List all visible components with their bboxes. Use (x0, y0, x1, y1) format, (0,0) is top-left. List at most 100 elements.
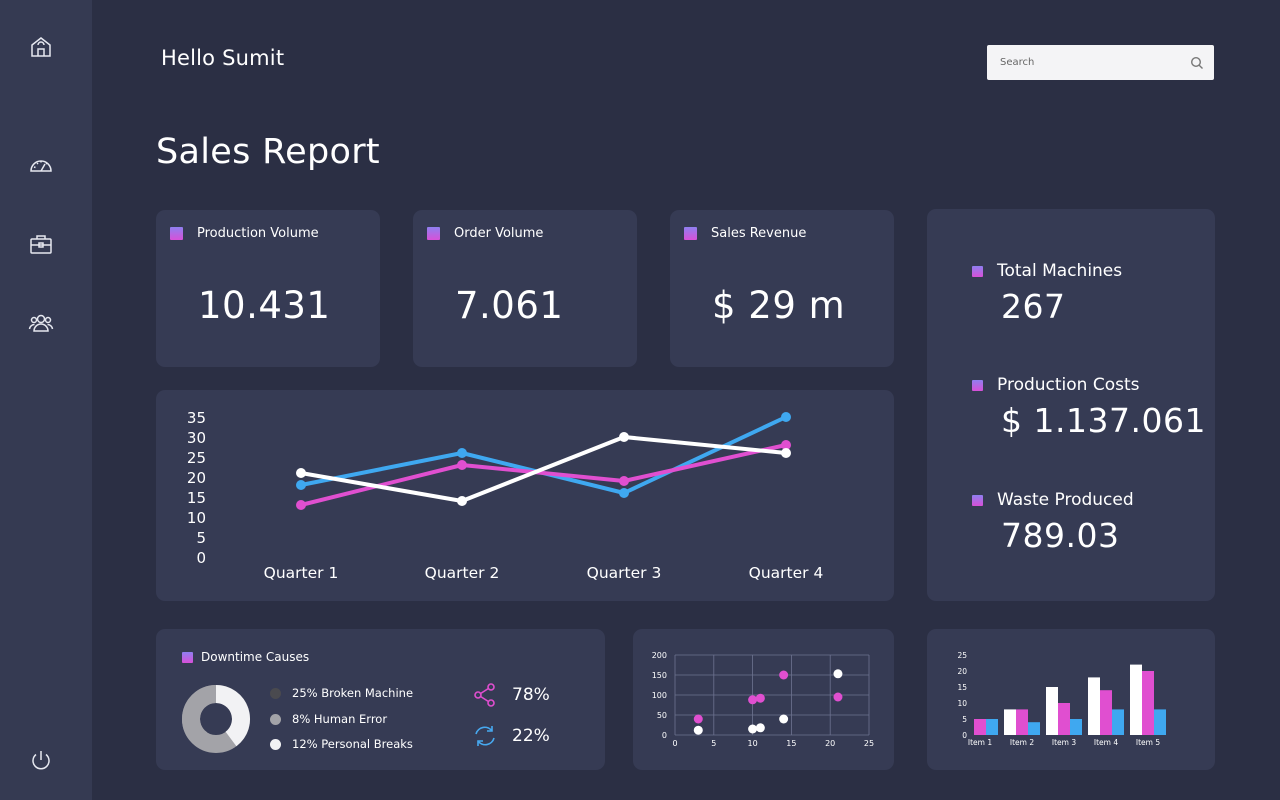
x-tick-label: 10 (748, 739, 758, 748)
kpi-label: Order Volume (454, 226, 544, 241)
bar (1028, 722, 1040, 735)
scatter-point (779, 670, 789, 680)
data-point (457, 460, 467, 470)
users-icon[interactable] (28, 310, 54, 336)
bar (1112, 709, 1124, 735)
search-box[interactable] (987, 45, 1214, 80)
bar (1070, 719, 1082, 735)
legend-item: 12% Personal Breaks (270, 737, 413, 751)
donut-chart (182, 685, 250, 753)
x-tick-label: Item 1 (968, 738, 992, 747)
scatter-point (748, 724, 758, 734)
kpi-card-production-volume: Production Volume 10.431 (156, 210, 380, 367)
kpi-card-sales-revenue: Sales Revenue $ 29 m (670, 210, 894, 367)
x-tick-label: Item 2 (1010, 738, 1034, 747)
bar (1016, 709, 1028, 735)
legend-label: 8% Human Error (292, 712, 388, 726)
y-tick-label: 30 (187, 429, 206, 447)
series-line-1 (300, 443, 787, 507)
bullet-icon (972, 265, 983, 277)
x-tick-label: 20 (825, 739, 835, 748)
bar (1088, 677, 1100, 735)
series-line-2 (300, 435, 787, 503)
scatter-point (748, 695, 758, 705)
scatter-chart: 0 5 10 15 20 25 0 50 100 150 200 (652, 651, 874, 748)
legend-item: 8% Human Error (270, 712, 387, 726)
y-tick-label: 50 (657, 711, 667, 720)
y-tick-label: 10 (187, 509, 206, 527)
scatter-point (833, 692, 843, 702)
bar (974, 719, 986, 735)
bar-chart-card: 0 5 10 15 20 25 Item 1 Item 2 Item 3 Item 4 Item 5 (927, 629, 1215, 770)
share-value: 78% (512, 685, 550, 705)
line-chart-card: 0 5 10 15 20 25 30 35 Quarter 1 Quarter 2 Quarter … (156, 390, 894, 601)
scatter-point (779, 714, 789, 724)
downtime-card: Downtime Causes 25% Broken Machine 8% Hu… (156, 629, 605, 770)
donut-slice (182, 685, 217, 748)
stat-label: Production Costs (997, 375, 1140, 395)
sidebar (0, 0, 92, 800)
y-tick-label: 5 (196, 529, 206, 547)
scatter-point (693, 714, 703, 724)
x-tick-label: Quarter 3 (587, 564, 662, 582)
bullet-icon (972, 494, 983, 506)
search-icon[interactable] (1190, 56, 1204, 70)
bullet-icon (182, 651, 193, 663)
search-input[interactable] (1000, 57, 1190, 68)
stat-total-machines: Total Machines 267 (972, 261, 1123, 326)
bar (986, 719, 998, 735)
x-tick-label: Item 3 (1052, 738, 1076, 747)
y-tick-label: 20 (957, 667, 967, 676)
y-tick-label: 100 (652, 691, 667, 700)
legend-dot (270, 713, 281, 725)
bullet-icon (170, 227, 183, 240)
data-point (619, 488, 629, 498)
y-tick-label: 0 (196, 549, 206, 567)
y-tick-label: 25 (957, 651, 967, 660)
y-tick-label: 25 (187, 449, 206, 467)
data-point (457, 448, 467, 458)
scatter-point (833, 669, 843, 679)
stat-label: Total Machines (997, 261, 1123, 281)
share-stat: 78% (472, 682, 550, 708)
greeting: Hello Sumit (161, 46, 285, 70)
bar (1154, 709, 1166, 735)
data-point (781, 440, 791, 450)
scatter-point (755, 693, 765, 703)
scatter-chart-card: 0 5 10 15 20 25 0 50 100 150 200 (633, 629, 894, 770)
kpi-label: Production Volume (197, 226, 319, 241)
bar (1004, 709, 1016, 735)
data-point (781, 448, 791, 458)
kpi-label: Sales Revenue (711, 226, 807, 241)
dashboard-gauge-icon[interactable] (28, 152, 54, 178)
kpi-value: $ 29 m (712, 284, 846, 327)
donut-slice (215, 685, 250, 747)
x-tick-label: 0 (672, 739, 677, 748)
bullet-icon (427, 227, 440, 240)
bar (1130, 664, 1142, 735)
briefcase-icon[interactable] (28, 231, 54, 257)
refresh-value: 22% (512, 726, 550, 746)
home-icon[interactable] (28, 34, 54, 60)
share-icon (474, 683, 495, 707)
y-tick-label: 5 (962, 715, 967, 724)
bar (1142, 671, 1154, 735)
scatter-point (693, 725, 703, 735)
x-tick-label: Quarter 1 (264, 564, 339, 582)
y-tick-label: 10 (957, 699, 967, 708)
data-point (296, 468, 306, 478)
stat-waste-produced: Waste Produced 789.03 (972, 490, 1134, 555)
data-point (296, 480, 306, 490)
x-tick-label: 25 (864, 739, 874, 748)
data-point (619, 476, 629, 486)
stat-value: $ 1.137.061 (1001, 401, 1206, 440)
data-point (457, 496, 467, 506)
x-tick-label: 5 (711, 739, 716, 748)
refresh-stat: 22% (472, 723, 550, 749)
y-tick-label: 0 (962, 731, 967, 740)
y-tick-label: 20 (187, 469, 206, 487)
legend-dot (270, 738, 281, 750)
power-icon[interactable] (28, 748, 54, 774)
stats-card: Total Machines 267 Production Costs $ 1.… (927, 209, 1215, 601)
data-point (619, 432, 629, 442)
